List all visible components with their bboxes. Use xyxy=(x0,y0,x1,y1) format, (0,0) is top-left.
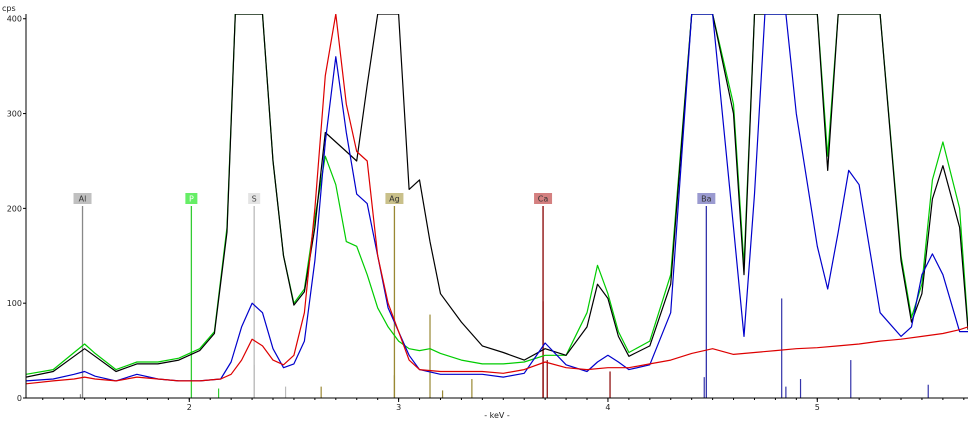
marker-box-p xyxy=(185,193,198,204)
y-unit-label: cps xyxy=(2,4,16,13)
x-axis-ticks: 2 3 4 5 xyxy=(42,398,965,412)
marker-box-al xyxy=(73,193,92,204)
marker-label-p: P xyxy=(189,195,194,204)
marker-label-ag: Ag xyxy=(389,195,400,204)
x-tick-label: 4 xyxy=(605,403,610,412)
marker-label-al: Al xyxy=(79,195,87,204)
x-tick-label: 2 xyxy=(187,403,192,412)
spectrum-series xyxy=(26,14,968,385)
element-marker-labels: Al P S Ag Ca Ba xyxy=(73,193,716,204)
y-axis-ticks: 0 100 200 300 400 xyxy=(7,15,26,403)
marker-label-s: S xyxy=(252,195,257,204)
y-tick-label: 100 xyxy=(7,299,22,308)
x-tick-label: 5 xyxy=(815,403,820,412)
marker-label-ca: Ca xyxy=(538,195,549,204)
element-marker-lines xyxy=(81,206,707,398)
marker-box-ag xyxy=(385,193,404,204)
y-tick-label: 0 xyxy=(17,394,22,403)
series-line-2 xyxy=(26,14,968,382)
x-unit-label: - keV - xyxy=(484,411,510,420)
y-tick-label: 300 xyxy=(7,110,22,119)
marker-box-ba xyxy=(697,193,716,204)
series-line-3 xyxy=(26,14,968,385)
series-line-1 xyxy=(26,14,968,378)
marker-label-ba: Ba xyxy=(701,195,711,204)
x-tick-label: 3 xyxy=(396,403,401,412)
y-tick-label: 200 xyxy=(7,204,22,213)
marker-box-ca xyxy=(534,193,553,204)
marker-box-s xyxy=(248,193,261,204)
y-tick-label: 400 xyxy=(7,15,22,24)
